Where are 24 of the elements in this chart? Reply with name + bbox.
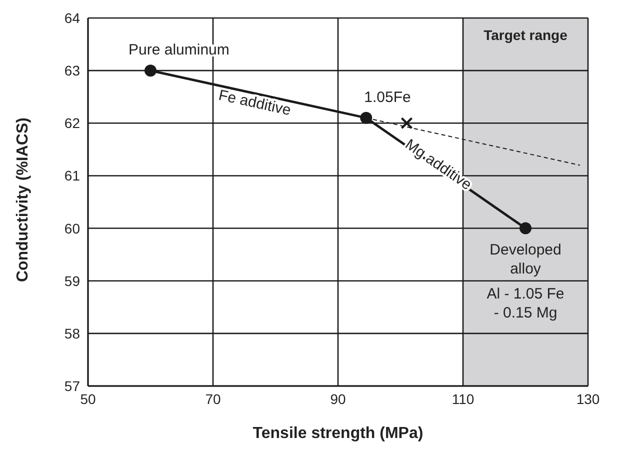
y-tick-label: 63 [64, 62, 80, 79]
x-tick-label: 130 [576, 390, 600, 407]
point [400, 117, 413, 130]
annotation: Al - 1.05 Fe - 0.15 Mg [486, 285, 564, 322]
x-tick-label: 70 [205, 390, 221, 407]
y-tick-label: 57 [64, 378, 80, 394]
x-tick-label: 50 [80, 390, 96, 407]
y-tick-label: 59 [64, 272, 80, 289]
x-axis-title: Tensile strength (MPa) [252, 425, 424, 442]
x-tick-label: 110 [452, 390, 474, 407]
y-tick-label: 61 [64, 168, 80, 184]
annotation: Developed alloy [490, 241, 562, 278]
x-tick-label: 90 [330, 390, 346, 407]
annotation: 1.05Fe [364, 88, 411, 106]
point [144, 64, 156, 77]
y-axis-title: Conductivity (%IACS) [14, 118, 32, 282]
point [360, 112, 372, 124]
y-tick-label: 58 [64, 325, 80, 342]
y-tick-label: 62 [64, 115, 80, 132]
y-tick-label: 64 [64, 10, 80, 26]
annotation: Fe additive [217, 86, 292, 120]
point [520, 222, 532, 234]
band-label: Target range [484, 27, 568, 43]
y-tick-label: 60 [64, 220, 80, 236]
